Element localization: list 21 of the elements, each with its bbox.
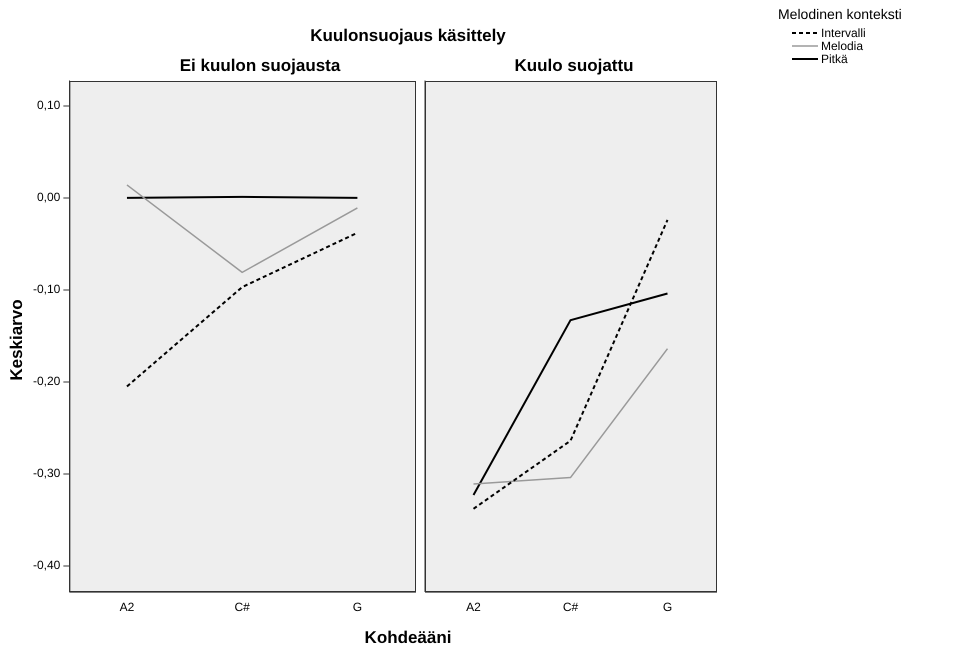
x-tick-label: C# [562, 600, 578, 614]
chart-subtitle: Ei kuulon suojausta [178, 56, 342, 76]
x-tick-label: C# [234, 600, 250, 614]
y-tick-label: 0,10 [36, 98, 61, 112]
y-tick-label: -0,30 [32, 466, 61, 480]
x-axis-title: Kohdeääni [364, 628, 452, 648]
legend-title: Melodinen konteksti [778, 6, 902, 22]
y-tick-label: -0,40 [32, 558, 61, 572]
y-tick-label: -0,20 [32, 374, 61, 388]
legend-label: Pitkä [821, 52, 848, 66]
x-tick-label: G [352, 600, 362, 614]
legend-label: Intervalli [821, 26, 866, 40]
x-tick-label: A2 [120, 600, 135, 614]
y-tick-label: -0,10 [32, 282, 61, 296]
x-tick-label: A2 [466, 600, 482, 614]
chart-title: Kuulonsuojaus käsittely [309, 26, 507, 46]
legend-label: Melodia [821, 38, 864, 52]
x-tick-label: G [662, 600, 672, 614]
chart-subtitle: Kuulo suojattu [514, 56, 634, 76]
y-axis-title: Keskiarvo [7, 299, 27, 381]
y-tick-label: 0,00 [36, 190, 61, 204]
